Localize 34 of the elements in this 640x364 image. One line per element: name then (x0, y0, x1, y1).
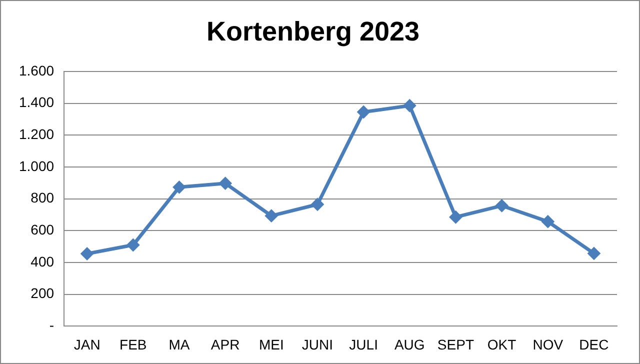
point (126, 238, 140, 252)
point (495, 199, 508, 212)
point (264, 209, 278, 222)
point (80, 247, 94, 260)
point (403, 99, 416, 112)
point (449, 210, 462, 224)
chart-title: Kortenberg 2023 (206, 16, 420, 47)
y-tick-label: 200 (30, 285, 54, 302)
point (172, 180, 186, 194)
y-tick-label: 1.200 (18, 126, 54, 142)
x-tick-label: OKT (487, 336, 517, 352)
x-tick-label: AUG (394, 336, 425, 352)
x-tick-label: NOV (532, 336, 564, 352)
y-tick-label: 600 (30, 222, 54, 238)
point (541, 215, 554, 228)
x-tick-label: FEB (120, 336, 147, 352)
point (218, 176, 232, 190)
x-tick-label: JULI (349, 336, 378, 352)
x-tick-label: JAN (74, 336, 100, 352)
x-tick-label: MEI (258, 336, 284, 352)
x-tick-label: MA (168, 336, 190, 352)
y-tick-label: 1.000 (18, 158, 54, 174)
point (310, 198, 324, 211)
x-tick-label: DEC (579, 336, 609, 352)
y-tick-label: - (49, 317, 54, 334)
x-tick-label: APR (210, 336, 240, 352)
y-tick-label: 1.600 (18, 62, 54, 78)
x-tick-label: SEPT (437, 336, 474, 352)
y-tick-label: 800 (30, 190, 54, 206)
x-tick-label: JUNI (302, 336, 334, 352)
y-tick-label: 1.400 (18, 94, 54, 110)
point (357, 106, 370, 119)
point (587, 246, 600, 260)
y-tick-label: 400 (30, 253, 54, 270)
